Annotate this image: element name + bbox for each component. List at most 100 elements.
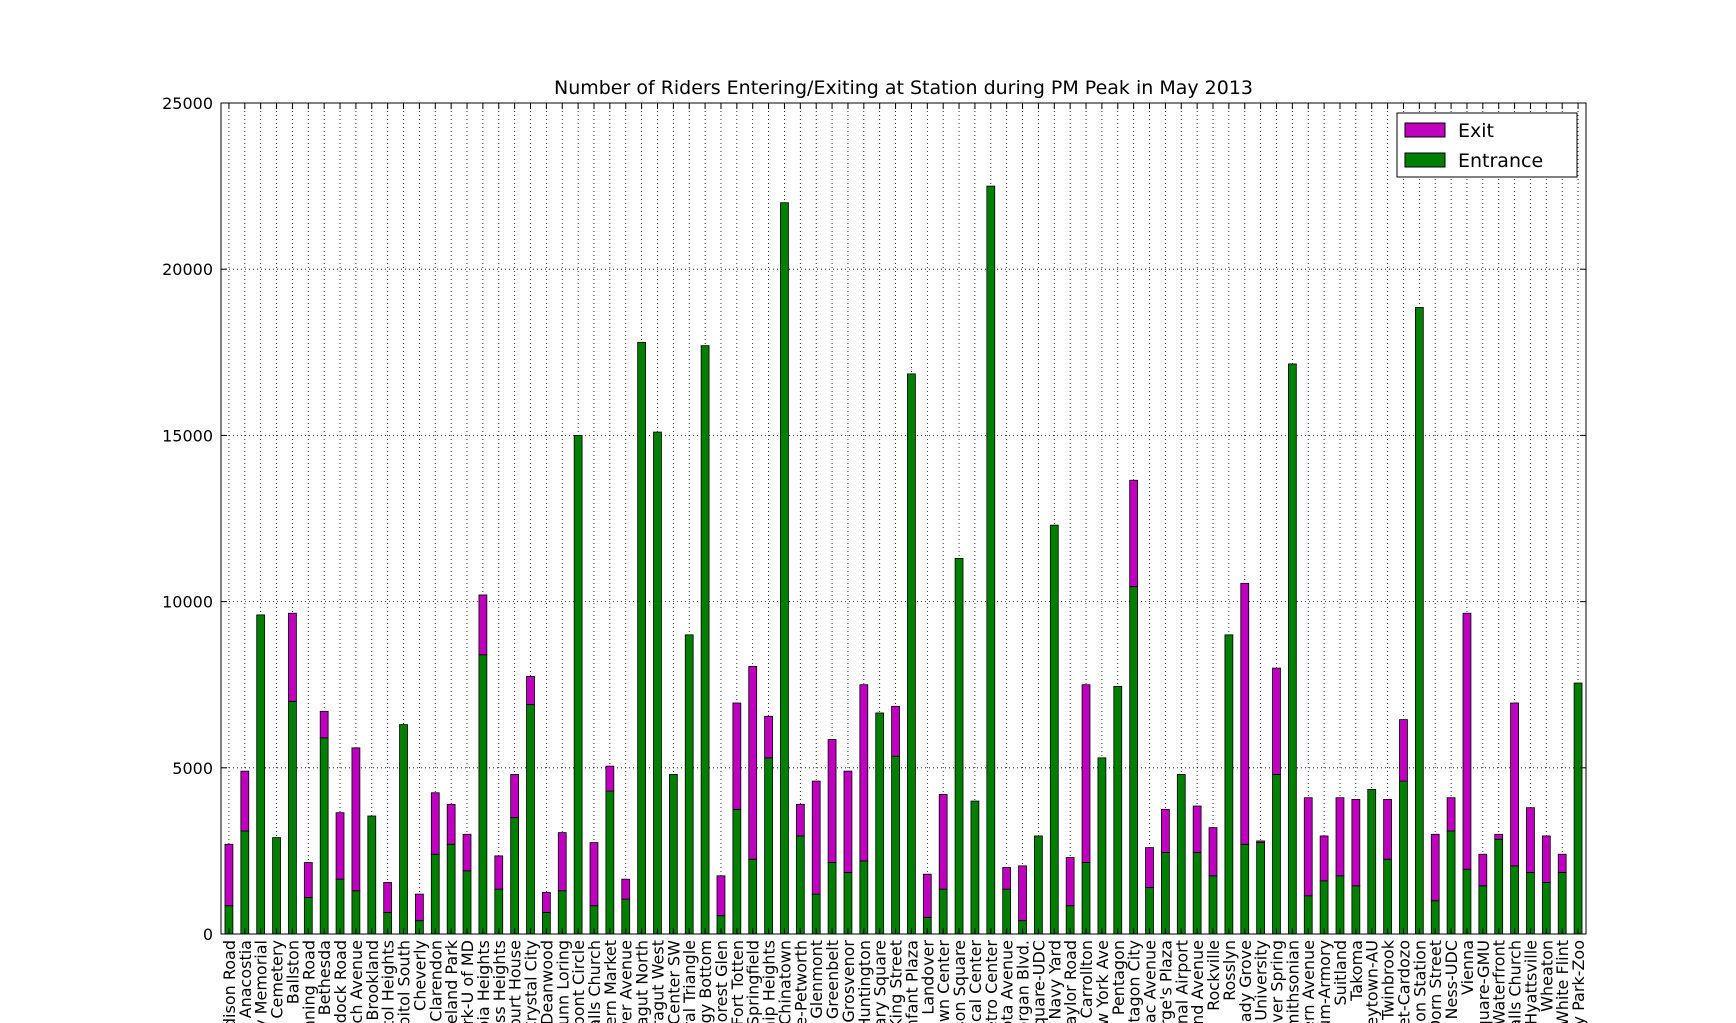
bar-entrance-50 bbox=[1002, 888, 1012, 935]
legend: Exit Entrance bbox=[1396, 112, 1578, 178]
x-tick-label: Anacostia bbox=[236, 940, 255, 1018]
bar-entrance-55 bbox=[1081, 862, 1091, 935]
x-tick-label: e-Chinatown bbox=[775, 940, 794, 1023]
x-tick-label: -Springfield bbox=[744, 940, 763, 1023]
bars bbox=[224, 185, 1583, 935]
x-tick-label: Clarendon bbox=[426, 940, 445, 1022]
bar-entrance-61 bbox=[1176, 774, 1186, 935]
bar-entrance-12 bbox=[399, 724, 408, 935]
bar-entrance-40 bbox=[843, 872, 853, 935]
x-tick-label: ragut North bbox=[633, 940, 652, 1023]
x-tick-label: hady Grove bbox=[1236, 940, 1255, 1023]
x-tick-label: sota Avenue bbox=[998, 940, 1017, 1023]
bar-entrance-65 bbox=[1240, 843, 1250, 935]
bar-entrance-52 bbox=[1034, 835, 1043, 935]
x-tick-label: enning Road bbox=[299, 940, 318, 1023]
bar-exit-13 bbox=[415, 893, 424, 922]
bar-entrance-71 bbox=[1335, 875, 1345, 935]
bar-entrance-41 bbox=[859, 860, 869, 935]
bar-entrance-68 bbox=[1287, 363, 1297, 935]
x-tick-label: mithsonian bbox=[1283, 940, 1302, 1023]
x-tick-label: itol Heights bbox=[379, 940, 398, 1023]
x-tick-label: Rockville bbox=[1204, 940, 1223, 1011]
y-tick-label: 10000 bbox=[162, 593, 213, 612]
x-tick-label: Crystal City bbox=[522, 940, 541, 1023]
bar-entrance-4 bbox=[272, 837, 281, 935]
x-tick-label: Naylor Road bbox=[1061, 940, 1080, 1023]
bar-entrance-14 bbox=[430, 853, 440, 935]
x-tick-label: Bethesda bbox=[315, 940, 334, 1015]
x-tick-label: bia Heights bbox=[474, 940, 493, 1023]
bar-exit-7 bbox=[319, 710, 329, 739]
bar-exit-66 bbox=[1256, 840, 1265, 843]
x-tick-label: orge's Plaza bbox=[1156, 940, 1175, 1023]
bar-entrance-25 bbox=[605, 790, 615, 935]
x-tick-label: ark-U of MD bbox=[458, 940, 477, 1023]
bar-exit-85 bbox=[1557, 853, 1567, 873]
bar-exit-20 bbox=[526, 675, 535, 706]
bar-entrance-34 bbox=[748, 858, 758, 935]
bar-exit-55 bbox=[1081, 684, 1091, 863]
bar-exit-25 bbox=[605, 765, 615, 792]
legend-label-exit: Exit bbox=[1458, 120, 1494, 142]
x-tick-label: Rosslyn bbox=[1220, 940, 1239, 1001]
bar-entrance-79 bbox=[1462, 868, 1472, 935]
bar-entrance-60 bbox=[1161, 852, 1170, 935]
grid-lines bbox=[221, 102, 1586, 935]
bar-exit-69 bbox=[1303, 797, 1313, 897]
bar-exit-84 bbox=[1541, 835, 1551, 883]
x-tick-label: White Flint bbox=[1553, 940, 1572, 1023]
bar-entrance-75 bbox=[1399, 780, 1408, 935]
x-tick-label: rson Square bbox=[950, 940, 969, 1023]
plot-area-frame bbox=[220, 102, 1587, 935]
x-tick-label: ry Memorial bbox=[252, 940, 271, 1023]
bar-entrance-43 bbox=[891, 755, 900, 935]
x-tick-label: Huntington bbox=[855, 940, 874, 1023]
bar-exit-67 bbox=[1272, 667, 1281, 775]
bar-exit-33 bbox=[732, 702, 742, 810]
bar-exit-51 bbox=[1018, 865, 1027, 922]
bar-entrance-59 bbox=[1145, 887, 1154, 935]
bar-entrance-28 bbox=[653, 431, 662, 935]
x-tick-label: ntagon City bbox=[1125, 940, 1144, 1023]
bar-entrance-49 bbox=[986, 185, 996, 935]
y-tick-label: 15000 bbox=[162, 426, 213, 445]
x-tick-label: Glenmont bbox=[807, 940, 826, 1019]
bar-exit-6 bbox=[303, 862, 313, 898]
x-tick-label: um-Armory bbox=[1315, 940, 1334, 1023]
legend-swatch-exit bbox=[1404, 122, 1446, 138]
x-tick-label: upont Circle bbox=[569, 940, 588, 1023]
y-tick-label: 20000 bbox=[162, 260, 213, 279]
bar-entrance-29 bbox=[668, 774, 678, 935]
bar-entrance-66 bbox=[1256, 842, 1265, 935]
bar-entrance-74 bbox=[1383, 858, 1392, 935]
x-tick-label: Grosvenor bbox=[839, 940, 858, 1023]
y-tick-label: 25000 bbox=[162, 94, 213, 113]
bar-entrance-8 bbox=[335, 878, 345, 935]
x-tick-label: Wheaton bbox=[1537, 940, 1556, 1012]
bar-exit-79 bbox=[1462, 612, 1472, 870]
x-tick-label: Falls Church bbox=[585, 940, 604, 1023]
bar-entrance-46 bbox=[938, 888, 948, 935]
x-tick-label: organ Blvd. bbox=[1014, 940, 1033, 1023]
y-tick-label: 5000 bbox=[172, 759, 213, 778]
x-tick-label: Cheverly bbox=[410, 940, 429, 1011]
bar-entrance-78 bbox=[1446, 830, 1456, 935]
y-tick-label: 0 bbox=[203, 925, 213, 944]
x-tick-label: Twinbrook bbox=[1379, 939, 1398, 1021]
bar-exit-9 bbox=[351, 747, 361, 892]
x-tick-label: own Center bbox=[934, 940, 953, 1023]
x-tick-label: quare-GMU bbox=[1474, 940, 1493, 1023]
bar-entrance-36 bbox=[780, 202, 789, 935]
legend-swatch-entrance bbox=[1404, 152, 1446, 168]
x-tick-label: n Cemetery bbox=[268, 940, 287, 1023]
x-tick-label: tern Market bbox=[601, 940, 620, 1023]
x-tick-label: and Avenue bbox=[1188, 940, 1207, 1023]
bar-entrance-63 bbox=[1208, 875, 1218, 935]
x-tick-label: eet-Cardozo bbox=[1394, 940, 1413, 1023]
x-tick-label: ddison Road bbox=[220, 940, 239, 1023]
bar-exit-59 bbox=[1145, 847, 1154, 888]
x-tick-label: dical Center bbox=[966, 940, 985, 1023]
x-tick-label: Dunn Loring bbox=[553, 940, 572, 1023]
